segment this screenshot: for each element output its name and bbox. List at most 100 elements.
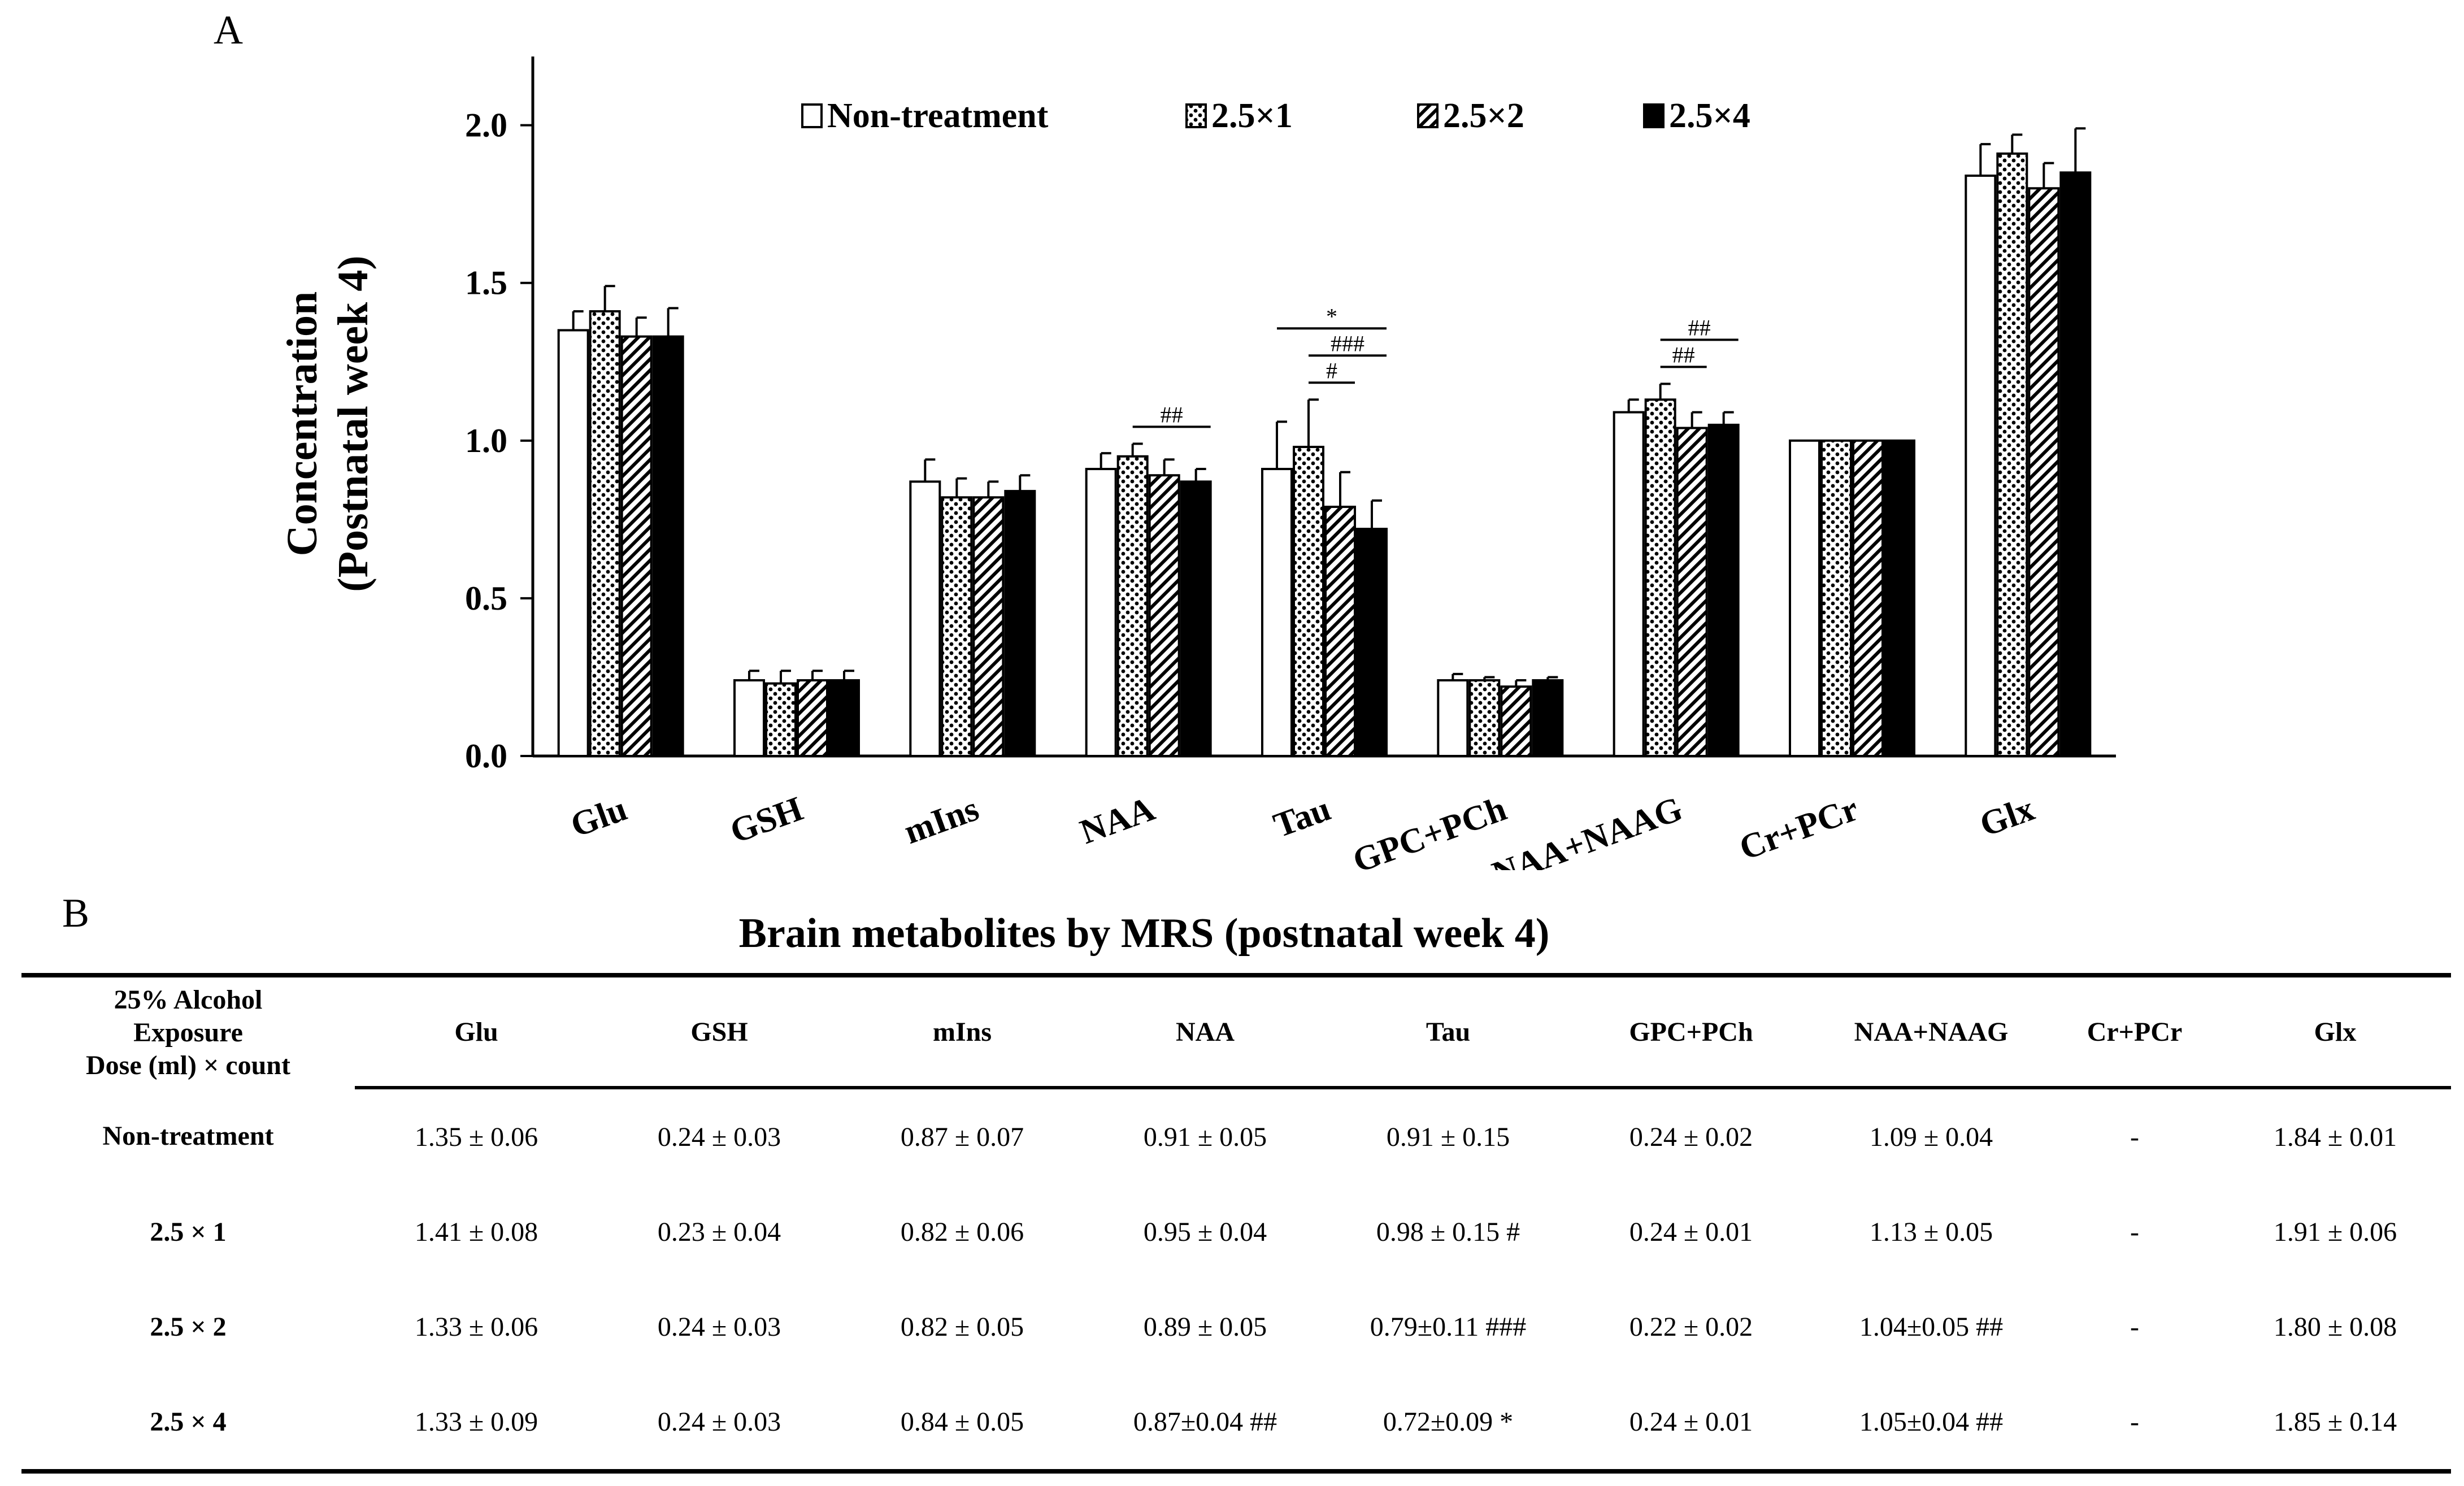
dose-header-line2: Exposure xyxy=(133,1017,243,1048)
dose-header-line3: Dose (ml) × count xyxy=(86,1050,290,1080)
table-cell: 0.89 ± 0.05 xyxy=(1143,1311,1267,1342)
table-cell: 1.33 ± 0.06 xyxy=(414,1311,538,1342)
table-cell: 0.72±0.09 * xyxy=(1327,1374,1570,1474)
bar xyxy=(1004,490,1036,757)
table-cell: 1.41 ± 0.08 xyxy=(414,1216,538,1247)
bar xyxy=(557,329,589,757)
significance-label: # xyxy=(1326,358,1337,383)
table-cell: 0.24 ± 0.01 xyxy=(1570,1374,1813,1474)
table-cell: 1.85 ± 0.14 xyxy=(2219,1374,2451,1474)
column-header: Glx xyxy=(2219,973,2451,1089)
bar xyxy=(1356,528,1388,757)
legend-label: 2.5×4 xyxy=(1669,97,1750,135)
significance-label: * xyxy=(1326,303,1337,329)
column-header: Glu xyxy=(355,973,598,1089)
table-cell: 0.98 ± 0.15 # xyxy=(1376,1216,1520,1247)
table-cell: 0.24 ± 0.03 xyxy=(657,1311,781,1342)
significance-label: ## xyxy=(1688,315,1711,340)
legend-swatch xyxy=(801,103,823,128)
table-cell: 0.91 ± 0.05 xyxy=(1143,1122,1267,1152)
bar xyxy=(1180,480,1212,758)
table-cell: 1.91 ± 0.06 xyxy=(2273,1216,2397,1247)
y-tick-label: 2.0 xyxy=(465,107,507,144)
bar xyxy=(652,335,684,757)
bar xyxy=(1293,445,1324,757)
column-header: Tau xyxy=(1327,973,1570,1089)
table-cell: 0.87±0.04 ## xyxy=(1084,1374,1327,1474)
column-header: GPC+PCh xyxy=(1570,973,1813,1089)
bar xyxy=(589,310,621,757)
table-cell: 0.24 ± 0.01 xyxy=(1629,1216,1753,1247)
table-cell: 1.13 ± 0.05 xyxy=(1869,1216,1993,1247)
bar xyxy=(1820,439,1852,757)
table-cell: 1.09 ± 0.04 xyxy=(1869,1122,1993,1152)
table-header-row: 25% Alcohol Exposure Dose (ml) × count G… xyxy=(21,973,2451,1089)
table-cell: 0.79±0.11 ### xyxy=(1370,1311,1527,1342)
table-cell: 0.82 ± 0.05 xyxy=(900,1311,1024,1342)
bar xyxy=(1500,685,1532,757)
bar xyxy=(2059,171,2092,757)
table-cell: - xyxy=(2050,1374,2219,1474)
significance-label: ## xyxy=(1161,402,1183,427)
x-tick-label: NAA xyxy=(1075,789,1160,851)
bar xyxy=(828,679,860,758)
bar xyxy=(1116,455,1149,757)
table-cell: - xyxy=(2130,1311,2139,1342)
table-cell: 1.84 ± 0.01 xyxy=(2273,1122,2397,1152)
table-cell: 0.84 ± 0.05 xyxy=(841,1374,1084,1474)
x-tick-label: GSH xyxy=(725,789,807,851)
column-header: NAA+NAAG xyxy=(1813,973,2050,1089)
column-header: NAA xyxy=(1084,973,1327,1089)
metabolite-table: 25% Alcohol Exposure Dose (ml) × count G… xyxy=(21,973,2451,1474)
table-cell: 0.24 ± 0.03 xyxy=(657,1122,781,1152)
row-label: Non-treatment xyxy=(102,1121,274,1151)
x-tick-label: Tau xyxy=(1268,789,1335,845)
y-tick-label: 0.0 xyxy=(465,737,507,775)
dose-header: 25% Alcohol Exposure Dose (ml) × count xyxy=(21,973,355,1088)
bar xyxy=(1261,468,1293,758)
bar xyxy=(1965,174,1997,758)
panel-a-label: A xyxy=(214,7,243,53)
bar xyxy=(1789,439,1820,757)
column-header: GSH xyxy=(598,973,841,1089)
table-cell: 0.95 ± 0.04 xyxy=(1143,1216,1267,1247)
legend-swatch xyxy=(1643,103,1665,128)
bar xyxy=(1532,679,1564,758)
x-tick-label: Glu xyxy=(566,789,632,845)
table-title: Brain metabolites by MRS (postnatal week… xyxy=(738,910,1550,957)
bar xyxy=(1996,152,2028,758)
x-tick-label: mIns xyxy=(899,789,984,851)
table-cell: 1.35 ± 0.06 xyxy=(414,1122,538,1152)
table-cell: 0.24 ± 0.03 xyxy=(598,1374,841,1474)
legend-label: 2.5×2 xyxy=(1443,97,1524,135)
bar xyxy=(1324,506,1356,757)
bar xyxy=(941,496,973,757)
bar xyxy=(1148,474,1180,758)
bar xyxy=(1676,427,1708,757)
dose-header-line1: 25% Alcohol xyxy=(114,984,263,1015)
legend-label: 2.5×1 xyxy=(1211,97,1293,135)
bar-chart: 0.00.51.01.52.0 Glu GSH mIns NAA Tau GPC+PChN… xyxy=(279,57,2116,870)
bar xyxy=(909,480,941,758)
table-cell: 0.82 ± 0.06 xyxy=(900,1216,1024,1247)
table-cell: - xyxy=(2130,1216,2139,1247)
row-label: 2.5 × 2 xyxy=(150,1311,227,1342)
significance-label: ## xyxy=(1672,342,1695,367)
column-header: Cr+PCr xyxy=(2050,973,2219,1089)
table-cell: 1.80 ± 0.08 xyxy=(2273,1311,2397,1342)
legend-swatch xyxy=(1417,103,1439,128)
panel-b-label: B xyxy=(62,890,90,936)
table-cell: 0.91 ± 0.15 xyxy=(1386,1122,1510,1152)
bar xyxy=(2028,187,2060,758)
y-tick-label: 0.5 xyxy=(465,580,507,617)
table-cell: 0.87 ± 0.07 xyxy=(900,1122,1024,1152)
table-row: 2.5 × 2 1.33 ± 0.06 0.24 ± 0.03 0.82 ± 0… xyxy=(21,1279,2451,1374)
bar xyxy=(797,679,828,758)
significance-label: ### xyxy=(1331,331,1364,356)
y-tick-label: 1.5 xyxy=(465,264,507,302)
bar xyxy=(1437,679,1469,758)
legend-swatch xyxy=(1185,103,1207,128)
significance-annotations: ######*#### xyxy=(1132,303,1739,428)
bars xyxy=(557,127,2092,758)
